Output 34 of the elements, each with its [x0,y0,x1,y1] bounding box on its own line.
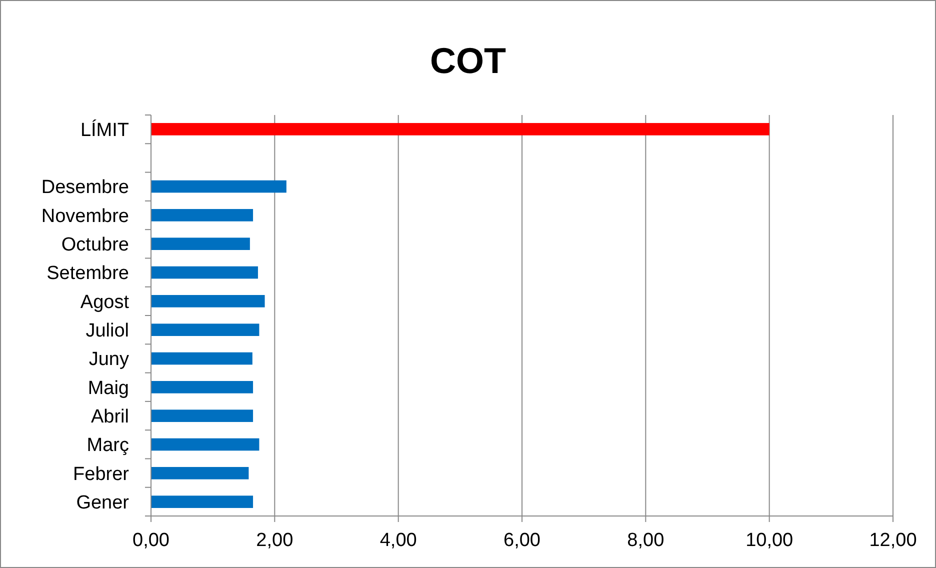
bar [151,352,252,365]
y-tick-label: Desembre [41,177,129,198]
bar [151,496,254,508]
x-tick-label: 2,00 [256,530,294,551]
x-tick-label: 12,00 [869,530,917,551]
y-tick-label: LÍMIT [80,118,130,141]
y-tick-label: Febrer [73,464,130,485]
bar [151,380,254,394]
y-tick-label: Abril [90,406,129,428]
x-tick-label: 8,00 [627,530,664,551]
x-tick-label: 0,00 [132,530,170,551]
x-tick-label: 10,00 [746,530,794,551]
y-tick-label: Agost [80,292,130,313]
bar [151,266,258,279]
bar [151,180,286,193]
y-tick-label: Octubre [61,234,129,256]
bar [151,466,249,480]
bar [151,209,254,222]
x-tick-label: 6,00 [504,530,540,551]
y-tick-label: Juny [88,349,130,370]
y-tick-label: Gener [76,492,130,514]
y-tick-label: Maig [88,378,129,399]
bar [151,238,250,250]
y-tick-label: Juliol [86,320,129,342]
y-tick-label: Març [86,435,129,456]
y-tick-label: Novembre [41,206,129,227]
bar [151,410,254,422]
bar [151,295,265,308]
bar [151,324,260,336]
chart-title: COT [430,40,506,81]
bar [151,438,260,451]
bar [151,123,770,136]
y-tick-label: Setembre [46,263,129,284]
x-tick-label: 4,00 [380,530,417,551]
